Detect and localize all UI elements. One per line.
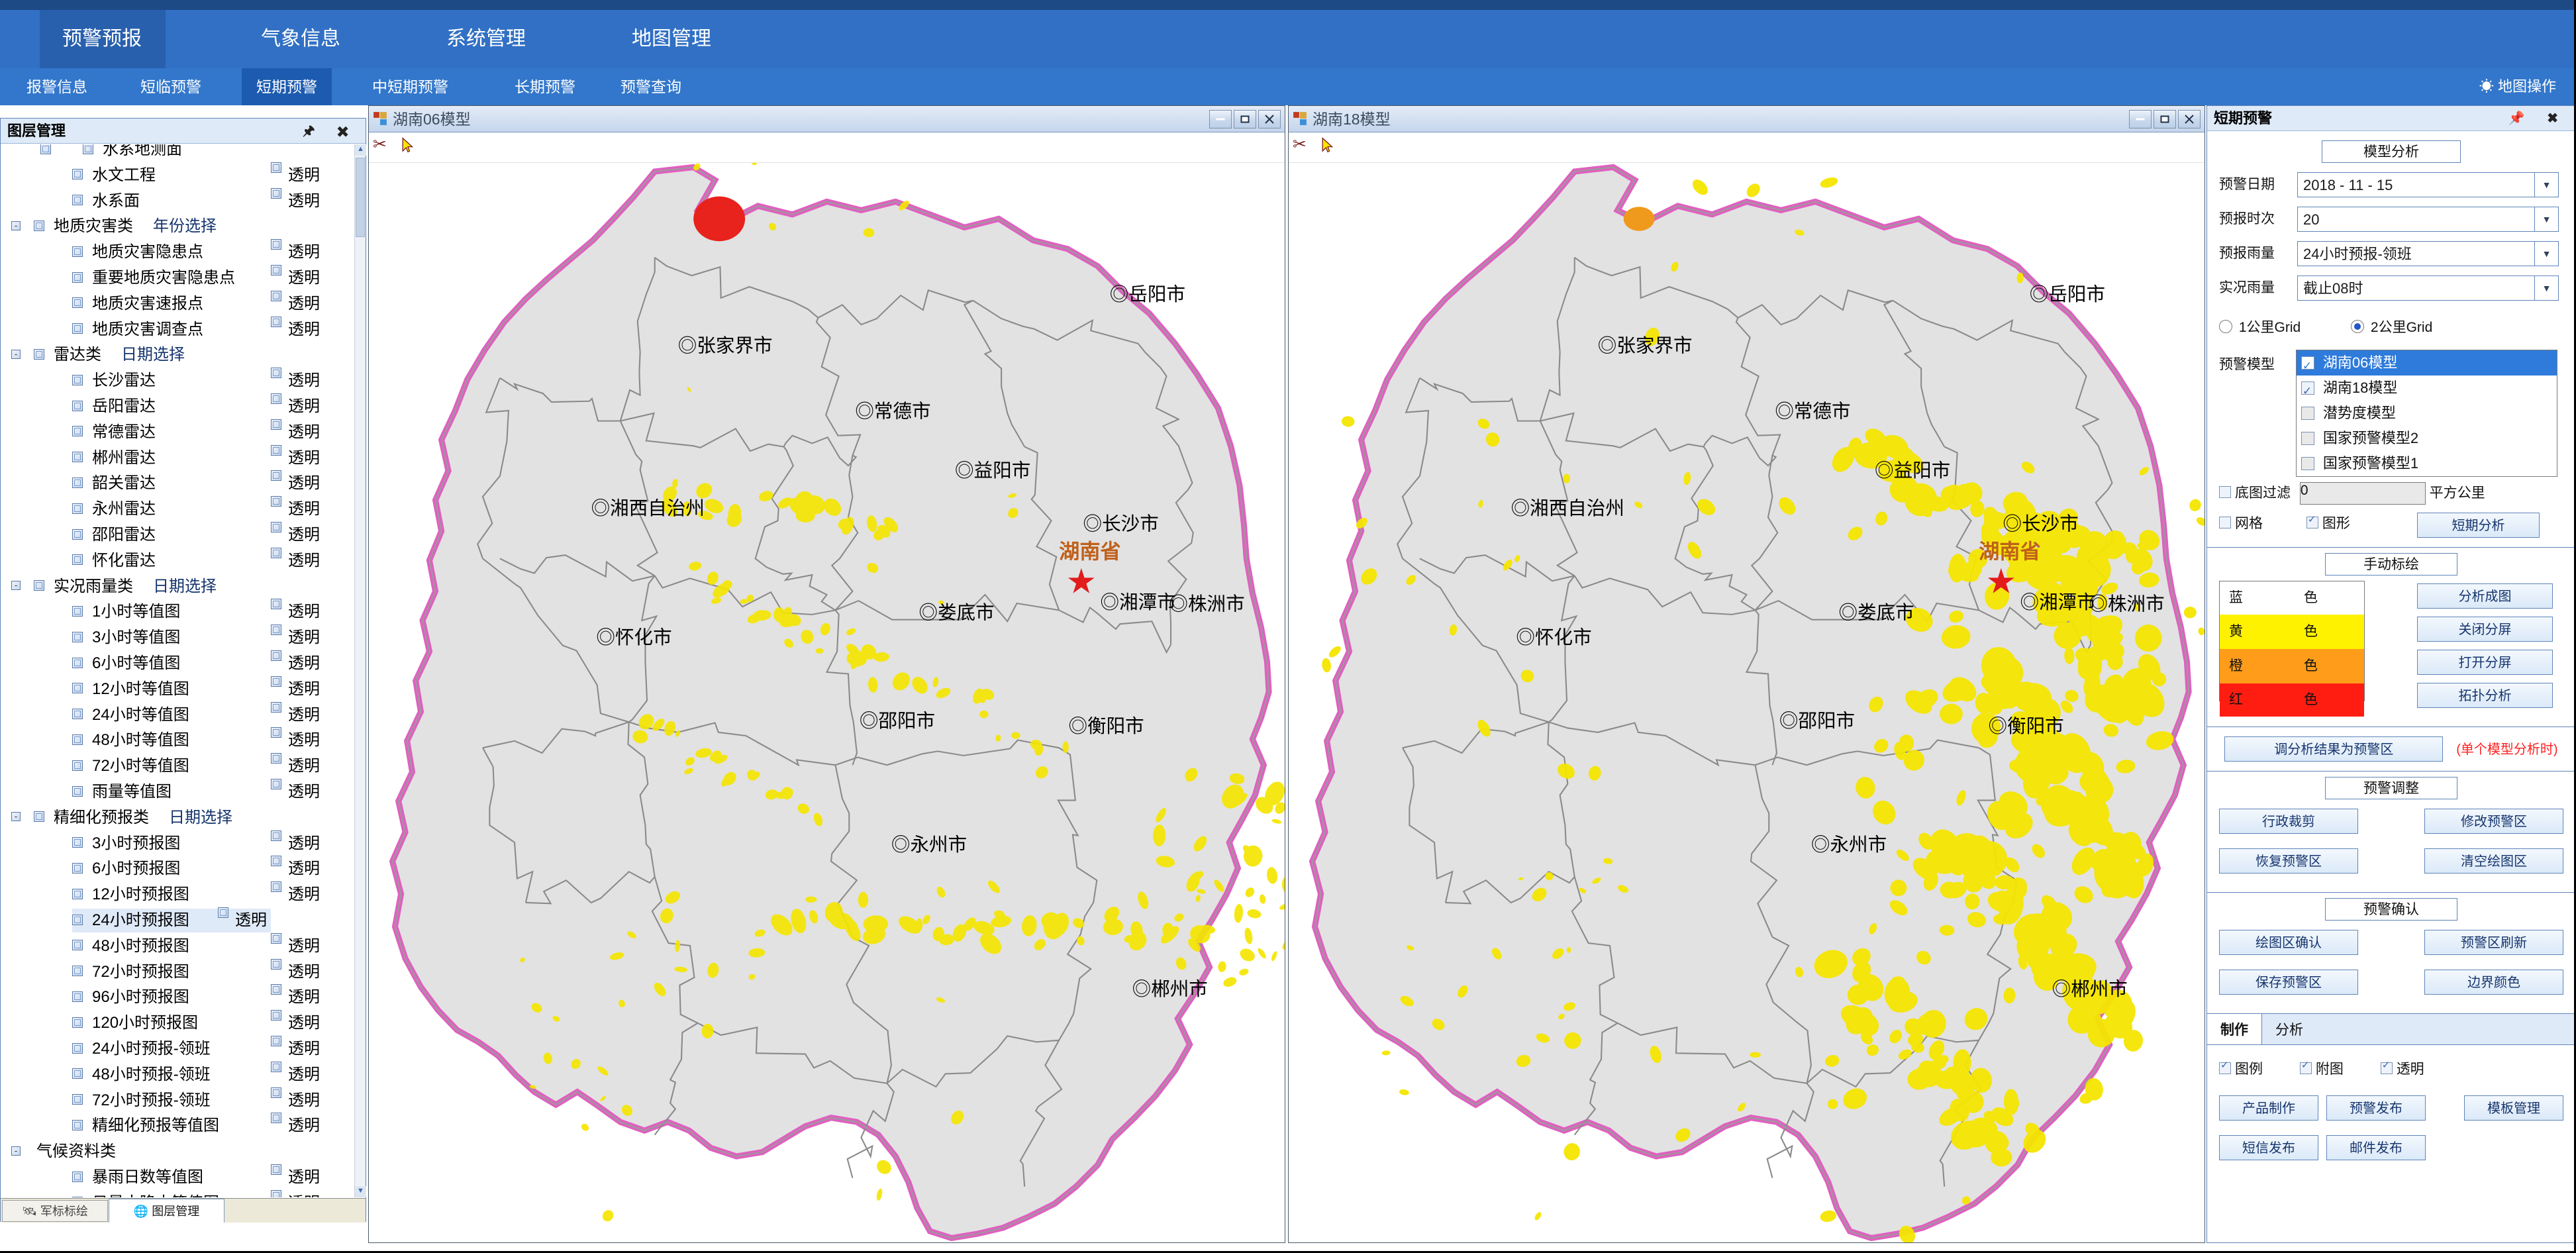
svg-text:◎怀化市: ◎怀化市 [1516,627,1591,648]
svg-text:◎岳阳市: ◎岳阳市 [2030,284,2105,305]
svg-text:◎永州市: ◎永州市 [891,834,967,856]
svg-text:◎娄底市: ◎娄底市 [1838,602,1914,623]
svg-text:◎益阳市: ◎益阳市 [955,460,1030,481]
svg-text:◎岳阳市: ◎岳阳市 [1110,284,1185,305]
svg-text:◎常德市: ◎常德市 [855,401,930,422]
svg-text:◎株洲市: ◎株洲市 [1169,593,1244,615]
svg-text:★: ★ [1986,562,2017,601]
svg-text:★: ★ [1066,562,1097,601]
svg-text:◎湘潭市: ◎湘潭市 [2020,592,2096,613]
svg-text:◎株洲市: ◎株洲市 [2089,593,2164,615]
svg-text:◎长沙市: ◎长沙市 [2003,514,2079,535]
svg-text:◎衡阳市: ◎衡阳市 [1988,716,2063,737]
svg-text:◎郴州市: ◎郴州市 [2052,979,2128,1000]
svg-text:◎常德市: ◎常德市 [1775,401,1850,422]
svg-text:◎益阳市: ◎益阳市 [1875,460,1950,481]
svg-text:◎郴州市: ◎郴州市 [1132,979,1208,1000]
svg-text:◎邵阳市: ◎邵阳市 [860,711,935,732]
svg-text:◎衡阳市: ◎衡阳市 [1068,716,1144,737]
svg-text:◎怀化市: ◎怀化市 [596,627,671,648]
svg-text:◎张家界市: ◎张家界市 [1598,336,1693,357]
svg-text:◎张家界市: ◎张家界市 [678,336,773,357]
svg-text:◎娄底市: ◎娄底市 [918,602,994,623]
svg-text:◎湘潭市: ◎湘潭市 [1101,592,1176,613]
svg-text:湖南省: 湖南省 [1979,540,2040,563]
svg-text:湖南省: 湖南省 [1059,540,1120,563]
svg-text:◎长沙市: ◎长沙市 [1083,514,1159,535]
svg-text:◎湘西自治州: ◎湘西自治州 [1511,498,1624,519]
svg-text:◎邵阳市: ◎邵阳市 [1779,711,1855,732]
svg-text:◎永州市: ◎永州市 [1811,834,1887,856]
svg-text:◎湘西自治州: ◎湘西自治州 [591,498,705,519]
